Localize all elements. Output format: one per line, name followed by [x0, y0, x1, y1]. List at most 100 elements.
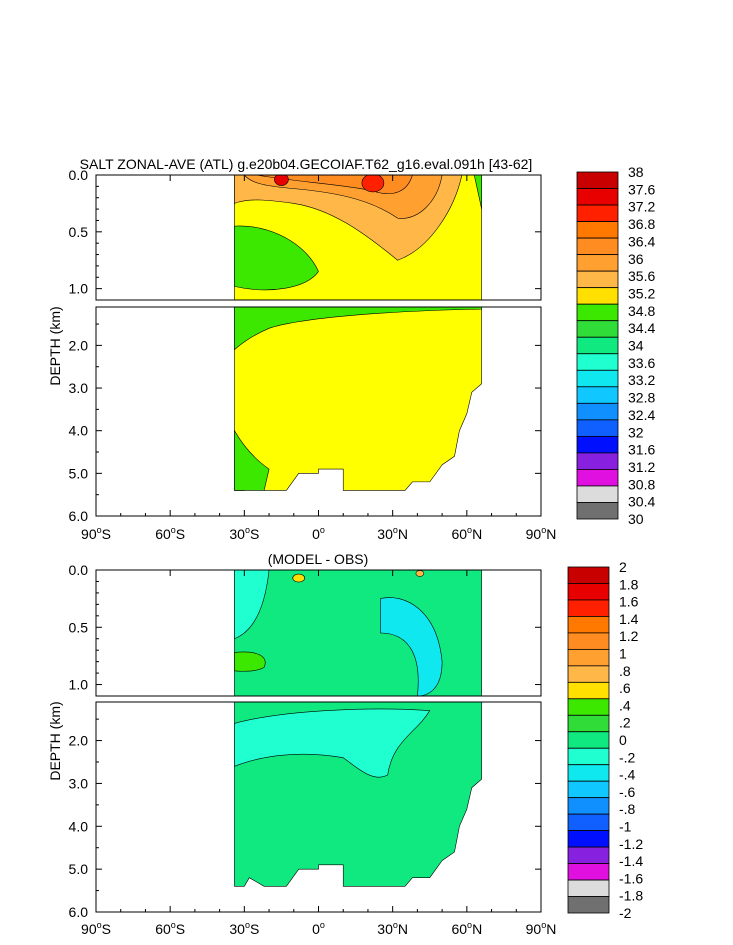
colorbar-swatch: [576, 254, 619, 272]
y-tick-label: 2.0: [69, 337, 89, 353]
field-max-north: [415, 570, 425, 577]
chart-title: SALT ZONAL-AVE (ATL) g.e20b04.GECOIAF.T6…: [80, 156, 533, 172]
colorbar-label: 38: [628, 164, 644, 180]
colorbar-swatch: [576, 402, 619, 421]
y-tick-label: 1.0: [69, 677, 89, 693]
field-region-pos: [234, 651, 266, 672]
x-tick-label: 60oN: [451, 920, 482, 937]
colorbar-label: -1.2: [619, 836, 643, 852]
y-tick-label: 0.5: [69, 224, 89, 240]
lower-field: [234, 702, 482, 887]
colorbar-swatch: [567, 599, 610, 617]
colorbar-swatch: [567, 879, 610, 897]
colorbar-label: 30.8: [628, 476, 655, 492]
colorbar-label: -1.4: [619, 853, 643, 869]
colorbar-label: 35.6: [628, 268, 655, 284]
colorbar-label: 2: [619, 559, 627, 575]
colorbar-swatch: [567, 863, 610, 881]
x-tick-label: 30oN: [377, 920, 408, 937]
field-base-deep: [234, 307, 482, 491]
colorbar-label: 33.6: [628, 355, 655, 371]
x-tick-label: 30oS: [229, 920, 259, 937]
panel-1: SALT ZONAL-AVE (ATL) g.e20b04.GECOIAF.T6…: [47, 156, 655, 542]
y-tick-label: 0.0: [69, 562, 89, 578]
field-region-neg-2: [380, 597, 443, 696]
colorbar-swatch: [576, 419, 619, 437]
colorbar-swatch: [567, 780, 610, 799]
upper-field: [234, 570, 482, 696]
colorbar-swatch: [567, 648, 610, 667]
y-tick-label: 1.0: [69, 281, 89, 297]
colorbar-label: 34.4: [628, 320, 655, 336]
colorbar-label: -.6: [619, 784, 636, 800]
x-tick-label: 30oS: [229, 525, 259, 542]
colorbar-label: .2: [619, 715, 631, 731]
y-tick-label: 6.0: [69, 508, 89, 524]
lower-field: [234, 307, 482, 491]
field-region-neg-1: [234, 570, 270, 640]
colorbar-label: -.8: [619, 801, 636, 817]
colorbar-swatch: [576, 270, 619, 289]
colorbar-swatch: [567, 731, 610, 749]
colorbar-swatch: [567, 764, 610, 782]
x-tick-label: 90oS: [81, 920, 111, 937]
field-max-south: [274, 175, 289, 186]
colorbar-swatch: [576, 171, 619, 189]
x-tick-label: 30oN: [377, 525, 408, 542]
field-region-green-deep: [234, 307, 482, 351]
colorbar-label: -1.6: [619, 870, 643, 886]
colorbar-swatch: [567, 616, 610, 634]
colorbar-swatch: [567, 632, 610, 650]
x-tick-label: 90oN: [526, 920, 557, 937]
field-max-north: [361, 175, 385, 193]
field-region-arctic: [473, 175, 482, 210]
colorbar-label: 30.4: [628, 494, 655, 510]
colorbar-swatch: [576, 435, 619, 454]
colorbar-swatch: [567, 681, 610, 700]
colorbar-label: 37.6: [628, 181, 655, 197]
x-tick-label: 90oS: [81, 525, 111, 542]
colorbar-label: 34.8: [628, 303, 655, 319]
colorbar-swatch: [576, 221, 619, 239]
field-region-neg-deep: [234, 708, 431, 778]
colorbar: 21.81.61.41.21.8.6.4.20-.2-.4-.6-.8-1-1.…: [567, 559, 643, 921]
colorbar-label: .8: [619, 663, 631, 679]
x-tick-label: 60oS: [155, 525, 185, 542]
colorbar-swatch: [576, 386, 619, 404]
colorbar-label: 31.2: [628, 459, 655, 475]
colorbar-label: 35.2: [628, 285, 655, 301]
y-tick-label: 4.0: [69, 818, 89, 834]
colorbar-swatch: [576, 320, 619, 338]
chart-title: (MODEL - OBS): [268, 551, 369, 567]
colorbar-swatch: [567, 714, 610, 733]
colorbar-label: 32.4: [628, 407, 655, 423]
colorbar-label: 0: [619, 732, 627, 748]
x-tick-label: 60oN: [451, 525, 482, 542]
x-tick-label: 90oN: [526, 525, 557, 542]
colorbar-swatch: [567, 665, 610, 683]
colorbar-swatch: [576, 452, 619, 470]
colorbar-label: 36.4: [628, 233, 655, 249]
colorbar-swatch: [567, 846, 610, 864]
colorbar-label: 34: [628, 338, 644, 354]
colorbar-label: 1: [619, 646, 627, 662]
panel-2: (MODEL - OBS) 90oS 60oS 30oS 0o 30oN 60oN 90oN 0…: [47, 551, 643, 937]
y-tick-label: 3.0: [69, 380, 89, 396]
y-tick-label: 0.0: [69, 167, 89, 183]
y-axis-label: DEPTH (km): [47, 306, 63, 385]
colorbar-label: 1.2: [619, 628, 639, 644]
colorbar-swatch: [567, 747, 610, 766]
y-tick-label: 5.0: [69, 861, 89, 877]
colorbar-swatch: [567, 896, 610, 914]
colorbar-label: -.4: [619, 767, 636, 783]
colorbar-label: 33.2: [628, 372, 655, 388]
colorbar-swatch: [576, 303, 619, 322]
field-region-green: [234, 225, 319, 291]
field-region-green-bottom: [234, 429, 270, 491]
colorbar-swatch: [567, 797, 610, 815]
colorbar-swatch: [567, 813, 610, 832]
x-tick-label: 0o: [312, 920, 325, 937]
colorbar-label: 36.8: [628, 216, 655, 232]
colorbar-swatch: [576, 237, 619, 256]
